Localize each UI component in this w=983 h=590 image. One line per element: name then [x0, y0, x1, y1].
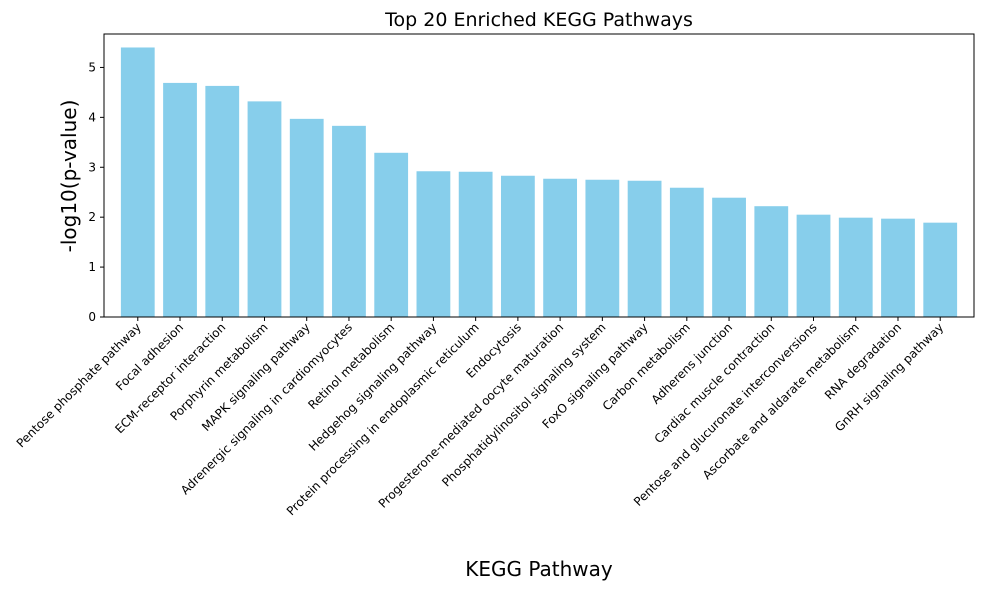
bar [247, 101, 282, 317]
x-tick-label: Ascorbate and aldarate metabolism [700, 320, 862, 482]
bar [416, 171, 451, 317]
x-tick-label: Adherens junction [649, 320, 736, 407]
plot-frame [103, 33, 975, 318]
chart-title: Top 20 Enriched KEGG Pathways [384, 9, 693, 31]
bar [332, 125, 366, 317]
bar [712, 197, 746, 317]
y-axis: 0 1 2 3 4 5 [88, 60, 104, 324]
bar [923, 222, 958, 317]
x-axis-label: KEGG Pathway [465, 557, 613, 581]
bar [585, 179, 620, 317]
bar [120, 47, 155, 317]
y-tick-label: 0 [88, 310, 96, 324]
bar [754, 206, 789, 317]
y-tick-label: 4 [88, 110, 96, 124]
bar [500, 175, 535, 317]
bar [627, 180, 662, 317]
bar [289, 118, 324, 317]
y-tick-label: 5 [88, 60, 96, 74]
bar [458, 171, 493, 317]
bar [838, 217, 873, 317]
y-tick-label: 1 [88, 260, 96, 274]
bar [669, 187, 704, 317]
bar [374, 152, 409, 317]
bar [163, 82, 197, 317]
bar [881, 218, 915, 317]
y-tick-label: 2 [88, 210, 96, 224]
bar [543, 178, 578, 317]
x-tick-label: Protein processing in endoplasmic reticu… [284, 320, 482, 518]
bar [205, 85, 240, 317]
bar [796, 214, 831, 317]
bars [120, 47, 958, 317]
y-axis-label: -log10(p-value) [57, 100, 81, 253]
x-tick-label: RNA degradation [822, 320, 904, 402]
y-tick-label: 3 [88, 160, 96, 174]
